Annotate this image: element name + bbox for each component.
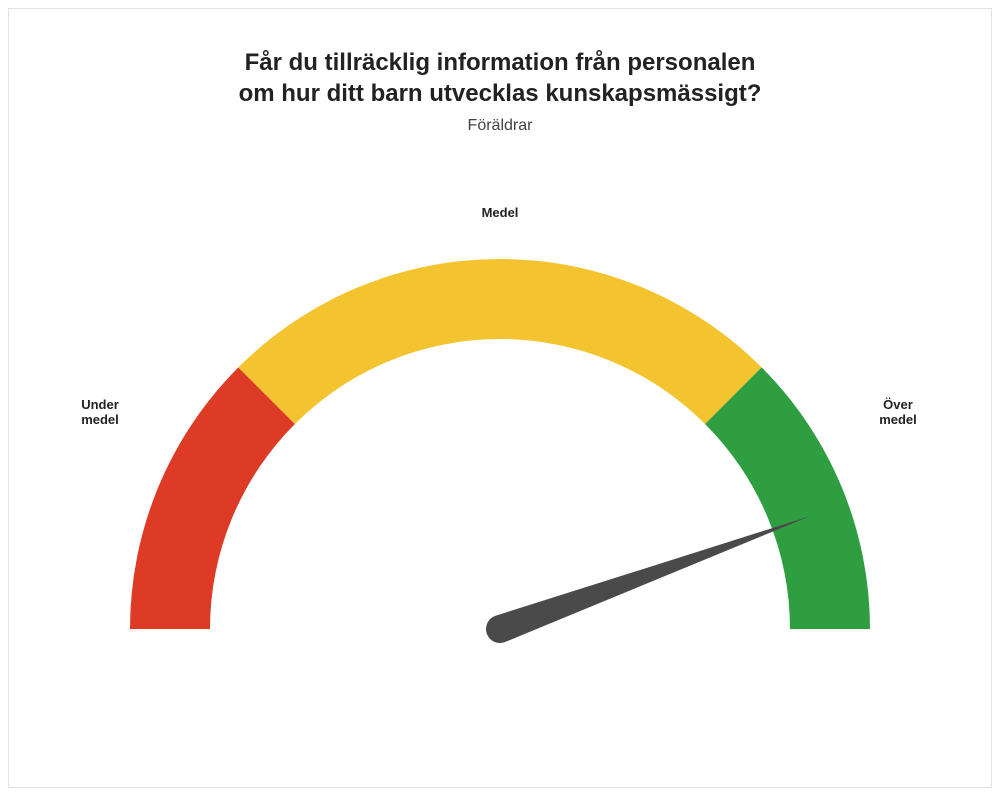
gauge-chart: Undermedel Medel Övermedel bbox=[9, 159, 991, 699]
title-line-2: om hur ditt barn utvecklas kunskapsmässi… bbox=[9, 78, 991, 109]
gauge-label-under: Undermedel bbox=[81, 397, 119, 427]
subtitle: Föräldrar bbox=[9, 117, 991, 135]
title-line-1: Får du tillräcklig information från pers… bbox=[9, 47, 991, 78]
title-block: Får du tillräcklig information från pers… bbox=[9, 47, 991, 135]
gauge-segment-under bbox=[130, 367, 295, 629]
gauge-segment-over bbox=[705, 367, 870, 629]
chart-frame: Får du tillräcklig information från pers… bbox=[8, 8, 992, 788]
gauge-label-over: Övermedel bbox=[879, 397, 917, 427]
gauge-label-medel: Medel bbox=[482, 205, 519, 220]
gauge-svg: Undermedel Medel Övermedel bbox=[70, 159, 930, 699]
gauge-segment-medel bbox=[238, 259, 761, 424]
gauge-needle bbox=[486, 516, 810, 643]
